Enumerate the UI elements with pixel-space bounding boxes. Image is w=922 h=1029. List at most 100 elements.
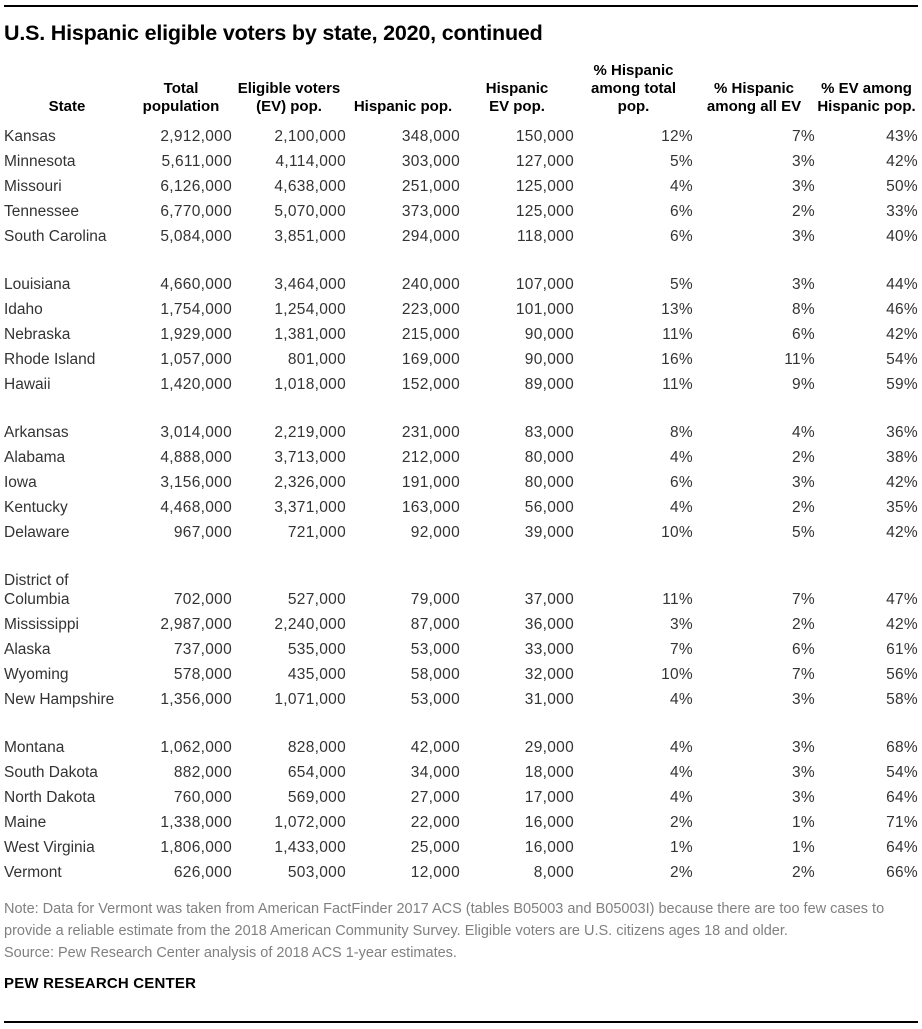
state-name-cell: Alaska [4,641,51,658]
table-row: Vermont 626,000 503,000 12,000 8,000 2% 2% 66% [4,860,918,885]
value-cell: 54% [886,764,918,781]
value-cell: 68% [886,739,918,756]
value-cell: 125,000 [515,203,574,220]
value-cell: 2% [669,864,693,881]
value-cell: 4% [669,691,693,708]
table-row: Alabama 4,888,000 3,713,000 212,000 80,000 4%… [4,445,918,470]
group-spacer [4,545,918,568]
value-cell: 152,000 [401,376,460,393]
value-cell: 373,000 [401,203,460,220]
value-cell: 16,000 [524,839,574,856]
state-name-cell: Rhode Island [4,351,96,368]
value-cell: 42% [886,474,918,491]
column-header-1: Total population [142,80,220,115]
value-cell: 1,254,000 [274,301,346,318]
column-header-4: Hispanic EV pop. [485,80,549,115]
value-cell: 46% [886,301,918,318]
table-body: Kansas 2,912,000 2,100,000 348,000 150,000 12… [4,124,918,885]
table-row: Montana 1,062,000 828,000 42,000 29,000 4% 3% 6… [4,735,918,760]
state-name-cell: Kansas [4,128,56,145]
state-name-cell: District of Columbia [4,572,70,608]
value-cell: 4% [669,449,693,466]
column-header-2: Eligible voters (EV) pop. [237,80,341,115]
state-name-cell: Louisiana [4,276,71,293]
value-cell: 4,638,000 [274,178,346,195]
value-cell: 3% [791,228,815,245]
value-cell: 40% [886,228,918,245]
state-name-cell: Montana [4,739,65,756]
table-row: Idaho 1,754,000 1,254,000 223,000 101,000 13%… [4,297,918,322]
table-row: South Carolina 5,084,000 3,851,000 294,000 1… [4,224,918,249]
value-cell: 3,464,000 [274,276,346,293]
table-row: Rhode Island 1,057,000 801,000 169,000 90,00… [4,347,918,372]
value-cell: 101,000 [515,301,574,318]
value-cell: 4% [669,789,693,806]
state-name-cell: Idaho [4,301,43,318]
value-cell: 16,000 [524,814,574,831]
value-cell: 435,000 [287,666,346,683]
value-cell: 5% [669,153,693,170]
group-spacer [4,397,918,420]
value-cell: 212,000 [401,449,460,466]
table-row: West Virginia 1,806,000 1,433,000 25,000 16,… [4,835,918,860]
value-cell: 42% [886,153,918,170]
page-title: U.S. Hispanic eligible voters by state, … [4,21,543,45]
value-cell: 42% [886,616,918,633]
value-cell: 50% [886,178,918,195]
value-cell: 721,000 [287,524,346,541]
value-cell: 150,000 [515,128,574,145]
value-cell: 737,000 [173,641,232,658]
value-cell: 12% [661,128,693,145]
value-cell: 12,000 [410,864,460,881]
value-cell: 578,000 [173,666,232,683]
value-cell: 1,433,000 [274,839,346,856]
table-row: New Hampshire 1,356,000 1,071,000 53,000 31,… [4,687,918,712]
value-cell: 3% [791,474,815,491]
value-cell: 36% [886,424,918,441]
value-cell: 1% [791,839,815,856]
table-header-row: State Total population Eligible voters (EV… [4,56,918,124]
pew-research-center-branding: PEW RESEARCH CENTER [4,975,197,992]
table-row: Iowa 3,156,000 2,326,000 191,000 80,000 6% 3% 4… [4,470,918,495]
value-cell: 1,018,000 [274,376,346,393]
value-cell: 22,000 [410,814,460,831]
state-name-cell: Hawaii [4,376,51,393]
value-cell: 251,000 [401,178,460,195]
value-cell: 3% [791,691,815,708]
value-cell: 127,000 [515,153,574,170]
value-cell: 569,000 [287,789,346,806]
value-cell: 3% [791,276,815,293]
value-cell: 169,000 [401,351,460,368]
value-cell: 33% [886,203,918,220]
value-cell: 59% [886,376,918,393]
table-row: North Dakota 760,000 569,000 27,000 17,000 4%… [4,785,918,810]
state-name-cell: North Dakota [4,789,96,806]
value-cell: 92,000 [410,524,460,541]
value-cell: 1% [791,814,815,831]
value-cell: 36,000 [524,616,574,633]
state-data-table: State Total population Eligible voters (EV… [4,56,918,885]
value-cell: 527,000 [287,591,346,608]
state-name-cell: Vermont [4,864,62,881]
value-cell: 4,660,000 [160,276,232,293]
state-name-cell: Arkansas [4,424,69,441]
value-cell: 31,000 [524,691,574,708]
value-cell: 4% [669,739,693,756]
value-cell: 2,100,000 [274,128,346,145]
bottom-rule [4,1021,918,1023]
value-cell: 828,000 [287,739,346,756]
value-cell: 1,071,000 [274,691,346,708]
value-cell: 4,888,000 [160,449,232,466]
value-cell: 47% [886,591,918,608]
value-cell: 5,070,000 [274,203,346,220]
value-cell: 294,000 [401,228,460,245]
value-cell: 7% [669,641,693,658]
value-cell: 38% [886,449,918,466]
value-cell: 29,000 [524,739,574,756]
column-header-6: % Hispanic among all EV [706,80,802,115]
value-cell: 4% [669,499,693,516]
value-cell: 3% [791,153,815,170]
value-cell: 223,000 [401,301,460,318]
value-cell: 79,000 [410,591,460,608]
group-spacer [4,249,918,272]
